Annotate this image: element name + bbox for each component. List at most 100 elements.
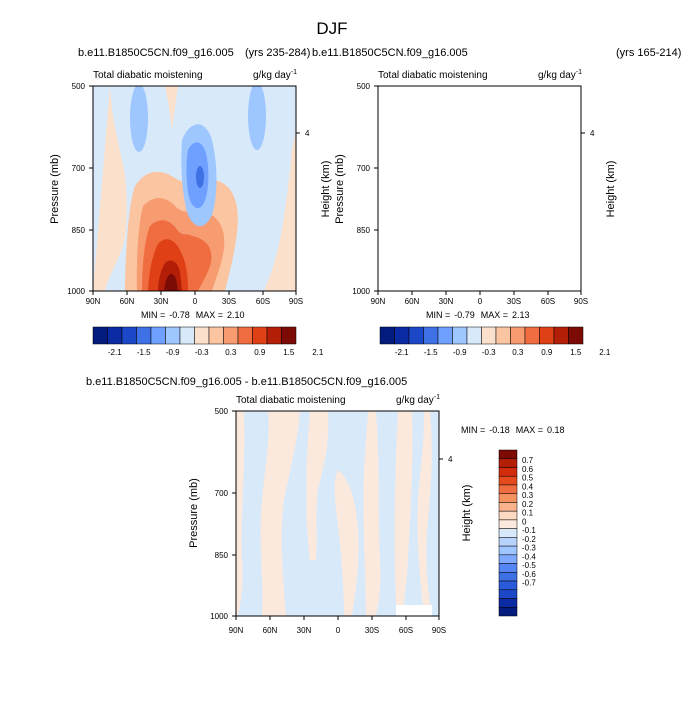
y-tick-label: 850 xyxy=(72,226,86,235)
colorbar-label: -2.1 xyxy=(395,348,409,357)
colorbar-swatch xyxy=(121,326,137,345)
colorbar-label: -0.2 xyxy=(522,535,536,544)
colorbar-swatch xyxy=(92,326,108,345)
x-tick-label: 0 xyxy=(336,626,341,635)
x-tick-label: 30S xyxy=(507,297,521,306)
colorbar-swatch xyxy=(553,326,569,345)
y-tick-label: 700 xyxy=(72,164,86,173)
pos-region xyxy=(306,411,329,560)
neg-level-1-right xyxy=(533,82,551,150)
pos-region xyxy=(394,411,413,605)
colorbar-swatch xyxy=(498,598,518,608)
x-tick-label: 0 xyxy=(193,297,198,306)
colorbar-label: 0.6 xyxy=(522,465,534,474)
y-tick-label: 1000 xyxy=(352,287,370,296)
colorbar-label: 0.3 xyxy=(522,491,534,500)
colorbar-label: 2.1 xyxy=(599,348,611,357)
colorbar-swatch xyxy=(194,326,210,345)
right-axis-label: Height (km) xyxy=(461,485,473,542)
y-tick-label: 700 xyxy=(215,489,229,498)
colorbar-label: -0.7 xyxy=(522,579,536,588)
variable-label: Total diabatic moistening xyxy=(93,70,203,81)
stats-label: MIN = -0.78 MAX = 2.10 xyxy=(141,310,245,320)
pos-level-7 xyxy=(449,274,463,291)
missing-data xyxy=(396,605,432,616)
neg-level-2 xyxy=(472,142,494,208)
colorbar-label: -0.1 xyxy=(522,526,536,535)
years-label: (yrs 165-214) xyxy=(616,47,681,59)
panel-top-right: b.e11.B1850C5CN.f09_g16.005 (yrs 165-214… xyxy=(312,47,681,357)
colorbar-label: 2.1 xyxy=(312,348,324,357)
colorbar-swatch xyxy=(150,326,166,345)
colorbar-swatch xyxy=(498,449,518,459)
y-axis: 500 700 850 1000 Pressure (mb) xyxy=(188,407,236,621)
pos-level-3 xyxy=(422,198,510,291)
y-tick-label: 850 xyxy=(357,226,371,235)
colorbar-label: 0.1 xyxy=(522,509,534,518)
colorbar-label: 0.4 xyxy=(522,482,534,491)
colorbar-swatch xyxy=(524,326,540,345)
colorbar-swatch xyxy=(498,607,518,617)
colorbar: 0.70.60.50.40.30.20.10-0.1-0.2-0.3-0.4-0… xyxy=(498,449,536,617)
colorbar-swatch xyxy=(498,528,518,538)
colorbar-swatch xyxy=(498,580,518,591)
colorbar-label: -1.5 xyxy=(137,348,151,357)
pos-region xyxy=(334,470,359,616)
colorbar-swatch xyxy=(379,326,395,345)
colorbar-swatch xyxy=(408,326,424,345)
y-tick-label: 500 xyxy=(72,82,86,91)
page-title: DJF xyxy=(316,19,347,38)
years-label: (yrs 235-284) xyxy=(245,47,310,59)
colorbar-swatch xyxy=(179,326,195,345)
colorbar-swatch xyxy=(498,519,518,529)
colorbar-label: 1.5 xyxy=(570,348,582,357)
neg-level-1-right xyxy=(248,86,266,150)
x-tick-label: 90N xyxy=(371,297,386,306)
colorbar-swatch xyxy=(539,326,555,345)
x-tick-label: 90S xyxy=(289,297,303,306)
neg-level-1-left xyxy=(130,86,148,152)
colorbar-label: 1.5 xyxy=(283,348,295,357)
colorbar-swatch xyxy=(281,326,297,345)
x-tick-label: 30N xyxy=(439,297,454,306)
colorbar-swatch xyxy=(481,326,497,345)
pos-level-1 xyxy=(378,86,581,291)
units-label: g/kg day-1 xyxy=(538,69,582,81)
right-axis: 4 Height (km) xyxy=(296,129,332,217)
x-tick-label: 90N xyxy=(229,626,244,635)
colorbar-label: -0.9 xyxy=(453,348,467,357)
colorbar-swatch xyxy=(437,326,453,345)
stats-label: MIN = -0.79 MAX = 2.13 xyxy=(426,310,530,320)
y-tick-label: 1000 xyxy=(210,612,228,621)
x-tick-label: 60S xyxy=(399,626,413,635)
x-tick-label: 60N xyxy=(405,297,420,306)
x-tick-label: 90S xyxy=(432,626,446,635)
neg-level-3 xyxy=(481,166,489,188)
colorbar-swatch xyxy=(498,563,518,573)
case-label: b.e11.B1850C5CN.f09_g16.005 xyxy=(78,47,234,59)
pos-level-1 xyxy=(93,86,296,291)
colorbar-label: -0.3 xyxy=(482,348,496,357)
x-tick-label: 90N xyxy=(86,297,101,306)
x-axis: 90N 60N 30N 0 30S 60S 90S xyxy=(229,616,446,635)
y-tick-label: 500 xyxy=(357,82,371,91)
pos-level-1-upper xyxy=(165,86,178,130)
colorbar-swatch xyxy=(223,326,239,345)
colorbar-swatch xyxy=(266,326,282,345)
colorbar-swatch xyxy=(498,589,518,599)
panel-top-left: b.e11.B1850C5CN.f09_g16.005 (yrs 235-284… xyxy=(49,47,332,357)
colorbar-swatch xyxy=(208,326,224,345)
y-axis-label: Pressure (mb) xyxy=(188,478,200,548)
y-tick-label: 700 xyxy=(357,164,371,173)
plot-frame xyxy=(377,85,582,292)
colorbar-swatch xyxy=(423,326,439,345)
colorbar-swatch xyxy=(452,326,468,345)
x-tick-label: 30S xyxy=(365,626,379,635)
y-tick-label: 500 xyxy=(215,407,229,416)
colorbar-swatch xyxy=(498,554,518,564)
colorbar: -2.1 -1.5 -0.9 -0.3 0.3 0.9 1.5 2.1 xyxy=(92,326,324,357)
colorbar-label: 0.9 xyxy=(254,348,266,357)
colorbar-swatch xyxy=(498,510,518,521)
variable-label: Total diabatic moistening xyxy=(236,395,346,406)
